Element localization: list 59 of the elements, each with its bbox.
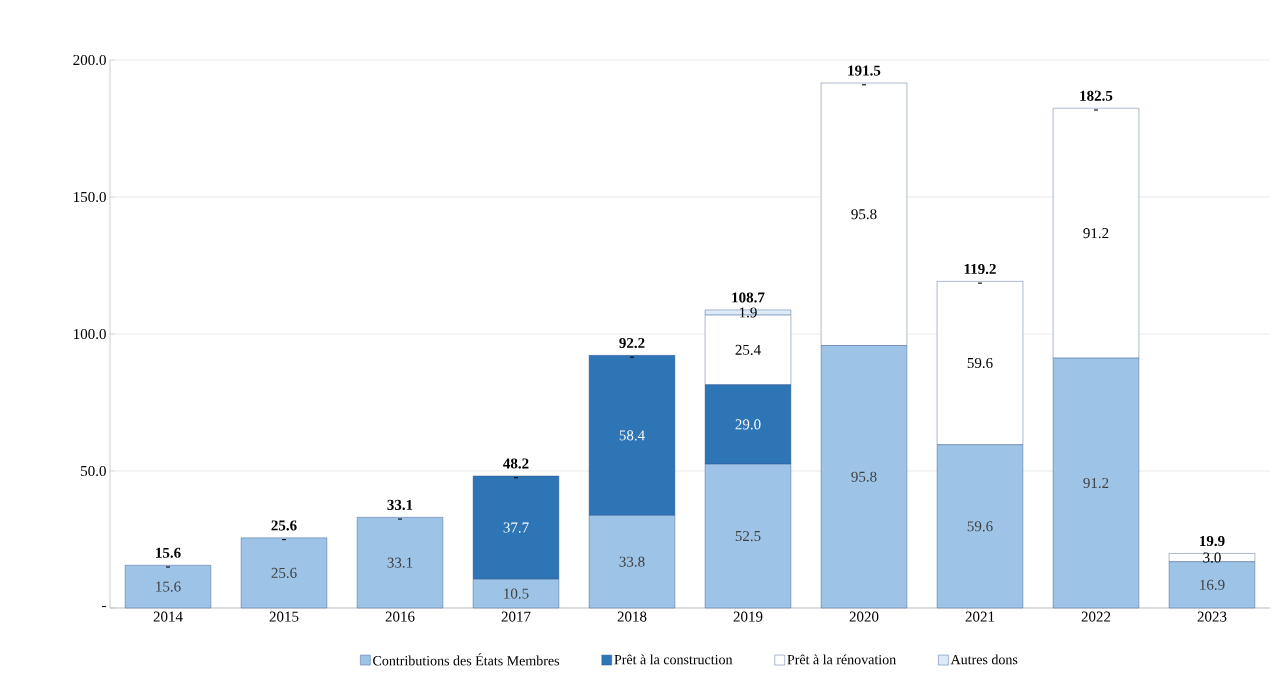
data-label: -	[514, 477, 518, 479]
legend-label: Autres dons	[950, 654, 1018, 665]
data-label: -	[282, 539, 286, 541]
bar	[356, 517, 444, 609]
total-label: 33.1	[387, 499, 413, 510]
data-label: 25.6	[271, 567, 297, 579]
total-label: 15.6	[156, 547, 181, 558]
total-label: 25.6	[271, 520, 297, 531]
legend-label: Prêt à la rénovation	[787, 654, 896, 665]
y-tick-label: 50.0	[81, 465, 106, 477]
x-tick-label: 2018	[617, 611, 647, 622]
data-label: 95.8	[851, 209, 877, 220]
data-label: 16.9	[1200, 579, 1225, 590]
y-tick-label: 150.0	[74, 191, 106, 203]
x-tick-label: 2015	[269, 611, 299, 622]
x-tick-label: 2023	[1197, 611, 1227, 622]
data-label: -	[862, 84, 866, 86]
data-label: -	[1094, 109, 1098, 111]
y-tick-label: -	[102, 605, 106, 608]
total-label: 182.5	[1080, 90, 1113, 101]
data-label: 59.6	[967, 357, 993, 369]
x-tick-label: 2021	[965, 611, 995, 622]
data-label: 15.6	[156, 581, 181, 592]
data-label: -	[978, 282, 982, 284]
legend-label: Contributions des États Membres	[373, 653, 560, 666]
data-label: 29.0	[735, 419, 761, 430]
total-label: 108.7	[732, 292, 765, 303]
data-label: 58.4	[619, 430, 645, 441]
data-label: 33.1	[387, 557, 413, 568]
bar	[240, 537, 328, 609]
data-label: -	[166, 566, 170, 568]
total-label: 92.2	[619, 337, 645, 349]
y-tick-label: 200.0	[73, 54, 106, 66]
x-tick-label: 2019	[733, 611, 763, 622]
data-label: 91.2	[1083, 477, 1109, 489]
data-label: -	[630, 356, 634, 358]
data-label: 1.9	[739, 307, 757, 318]
data-label: 33.8	[619, 556, 645, 567]
data-label: 10.5	[504, 588, 529, 599]
legend-label: Prêt à la construction	[614, 654, 733, 665]
data-label: 25.4	[735, 344, 761, 355]
total-label: 191.5	[848, 65, 881, 76]
x-tick-label: 2020	[849, 611, 879, 622]
data-label: 37.7	[503, 522, 529, 533]
data-label: 59.6	[967, 521, 993, 532]
data-label: 91.2	[1083, 228, 1109, 239]
x-tick-label: 2014	[153, 611, 183, 622]
bar	[124, 565, 212, 609]
total-label: 19.9	[1200, 536, 1225, 547]
data-label: 3.0	[1203, 552, 1221, 563]
total-label: 119.2	[964, 263, 996, 275]
data-label: 95.8	[851, 471, 877, 482]
y-tick-label: 100.0	[74, 328, 106, 340]
x-tick-label: 2017	[501, 611, 531, 622]
total-label: 48.2	[503, 458, 529, 469]
x-tick-label: 2022	[1081, 611, 1111, 622]
data-label: 52.5	[735, 531, 761, 542]
data-label: -	[398, 518, 402, 520]
x-tick-label: 2016	[385, 611, 415, 622]
